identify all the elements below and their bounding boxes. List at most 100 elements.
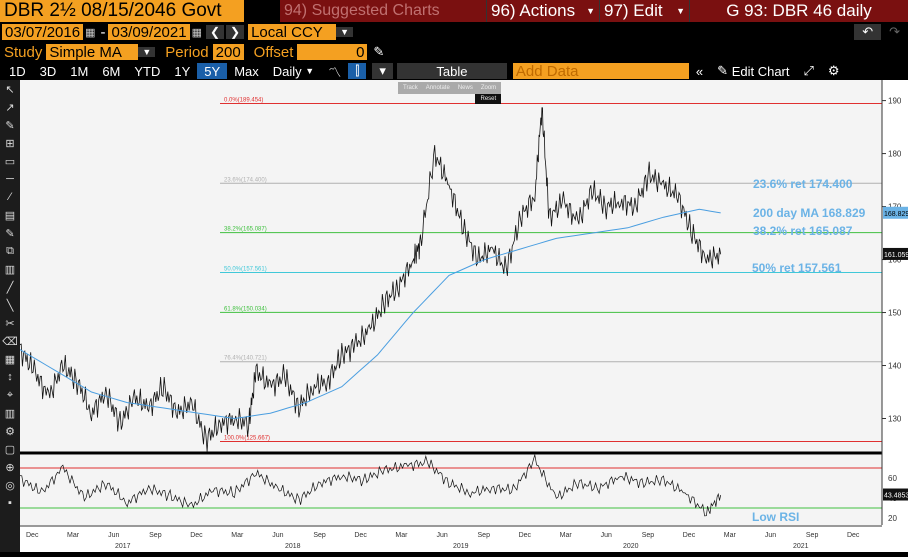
study-bar: Study Simple MA ▼ Period 200 Offset 0 ✎ (0, 42, 908, 62)
currency-select[interactable]: Local CCY (248, 24, 337, 41)
header-bar: DBR 2½ 08/15/2046 Govt 94) Suggested Cha… (0, 0, 908, 22)
period-button-1m[interactable]: 1M (70, 63, 89, 79)
mini-tool-track[interactable]: Track (403, 85, 418, 91)
period-input[interactable]: 200 (212, 44, 244, 61)
period-buttons: 1D 3D 1M 6M YTD 1Y 5Y Max (2, 63, 266, 79)
price-tick-label: 160 (888, 256, 902, 265)
line-chart-icon[interactable]: 〽 (328, 64, 342, 80)
chart-area[interactable]: 0.0%(189.454) 23.6%(174.400) 38.2%(165.087… (0, 80, 908, 552)
study-select[interactable]: Simple MA (46, 44, 139, 61)
draw-tool-icon[interactable]: ╱ (6, 281, 14, 294)
draw-tool-icon[interactable]: ✎ (5, 119, 15, 132)
period-button-ytd[interactable]: YTD (134, 63, 161, 79)
calendar-icon[interactable]: ▦ (85, 26, 96, 39)
period-button-3d[interactable]: 3D (39, 63, 57, 79)
draw-tool-icon[interactable]: ⊞ (5, 137, 15, 150)
period-button-5y[interactable]: 5Y (197, 63, 228, 79)
annotation-label: 38.2% ret 165.087 (753, 224, 853, 238)
chart-svg[interactable]: 0.0%(189.454) 23.6%(174.400) 38.2%(165.087… (0, 80, 908, 552)
annotation-label: Low RSI (752, 510, 799, 524)
end-date-input[interactable]: 03/09/2021 (108, 24, 190, 41)
toolbar: 1D 3D 1M 6M YTD 1Y 5Y Max Daily ▼ 〽 ⫿ ▾ Table A… (0, 62, 908, 80)
price-tick-label: 130 (888, 415, 902, 424)
collapse-icon[interactable]: « (695, 63, 704, 79)
draw-tool-icon[interactable]: ↕ (7, 371, 13, 383)
security-field[interactable]: DBR 2½ 08/15/2046 Govt (0, 0, 244, 22)
x-month-label: Jun (272, 532, 283, 539)
period-button-1d[interactable]: 1D (9, 63, 26, 79)
price-tick-label: 190 (888, 97, 902, 106)
draw-tool-icon[interactable]: ⊕ (5, 461, 15, 474)
undo-icon[interactable]: ↶ (854, 24, 882, 40)
draw-tool-icon[interactable]: ▤ (4, 209, 16, 222)
x-month-label: Sep (313, 532, 326, 539)
price-tick-label: 180 (888, 150, 902, 159)
period-label: Period (165, 43, 209, 61)
caret-down-icon: ▼ (305, 66, 315, 76)
chart-type-dropdown-icon[interactable]: ▾ (372, 63, 393, 79)
expand-icon[interactable]: ⤢ (803, 63, 814, 78)
draw-tool-icon[interactable]: ▢ (4, 443, 16, 456)
reset-button[interactable]: Reset (475, 94, 502, 104)
period-button-1y[interactable]: 1Y (174, 63, 191, 79)
period-button-6m[interactable]: 6M (102, 63, 121, 79)
draw-tool-icon[interactable]: ⁄ (9, 191, 11, 203)
ma-value-label-bg (883, 206, 908, 219)
draw-tool-icon[interactable]: ⚙ (5, 425, 15, 438)
redo-icon[interactable]: ↷ (889, 24, 900, 39)
draw-tool-icon[interactable]: ⧉ (6, 244, 14, 257)
calendar-icon[interactable]: ▦ (191, 26, 202, 39)
x-month-label: Mar (724, 532, 737, 539)
draw-tool-icon[interactable]: ▭ (4, 155, 16, 168)
caret-down-icon[interactable]: ▼ (336, 27, 354, 37)
draw-tool-icon[interactable]: ▥ (4, 263, 16, 276)
draw-tool-icon[interactable]: ✂ (5, 317, 15, 330)
pencil-icon[interactable]: ✎ (373, 44, 385, 59)
edit-menu[interactable]: 97) Edit ▼ (599, 0, 689, 22)
draw-tool-icon[interactable]: ⌫ (2, 335, 18, 348)
fib-level-label: 23.6%(174.400) (224, 177, 267, 183)
candle-chart-icon[interactable]: ⫿ (348, 63, 367, 79)
table-button[interactable]: Table (396, 63, 507, 79)
suggested-label: 94) Suggested Charts (284, 2, 440, 19)
edit-chart-button[interactable]: ✎ Edit Chart (717, 63, 790, 79)
x-month-label: Sep (642, 532, 655, 539)
offset-input[interactable]: 0 (297, 44, 368, 61)
start-date-input[interactable]: 03/07/2016 (2, 24, 84, 41)
fib-level-label: 76.4%(140.721) (224, 356, 267, 362)
draw-tool-icon[interactable]: ▪ (8, 497, 12, 509)
x-month-label: Mar (395, 532, 408, 539)
draw-tool-icon[interactable]: ↖ (5, 83, 15, 96)
edit-label: 97) Edit (604, 1, 663, 20)
gear-icon[interactable]: ⚙ (827, 63, 840, 78)
actions-menu[interactable]: 96) Actions ▼ (486, 0, 599, 22)
draw-tool-icon[interactable]: ✎ (5, 227, 15, 240)
next-arrow-icon[interactable]: ❯ (226, 25, 245, 39)
draw-tool-icon[interactable]: ↗ (5, 101, 15, 114)
frequency-select[interactable]: Daily ▼ (272, 63, 315, 79)
draw-tool-icon[interactable]: ◎ (5, 479, 15, 492)
x-month-label: Dec (683, 532, 696, 539)
prev-arrow-icon[interactable]: ❮ (205, 25, 225, 39)
x-month-label: Sep (478, 532, 491, 539)
moving-average-line (19, 208, 721, 420)
draw-tool-icon[interactable]: ─ (6, 173, 14, 185)
period-button-max[interactable]: Max (234, 63, 259, 79)
mini-tool-annotate[interactable]: Annotate (425, 85, 450, 91)
annotation-label: 23.6% ret 174.400 (753, 177, 853, 191)
draw-tool-icon[interactable]: ╲ (6, 299, 14, 312)
draw-tool-icon[interactable]: ▥ (4, 407, 16, 420)
ma-value-label: 168.829 (884, 211, 908, 218)
suggested-charts-button[interactable]: 94) Suggested Charts (280, 0, 486, 22)
caret-down-icon: ▼ (676, 6, 685, 16)
last-price-label-bg (883, 247, 908, 260)
rsi-panel-bg (20, 455, 882, 525)
draw-tool-icon[interactable]: ⌖ (6, 388, 14, 401)
caret-down-icon[interactable]: ▼ (138, 47, 156, 57)
draw-tool-icon[interactable]: ▦ (4, 353, 16, 366)
price-line (19, 107, 722, 452)
x-month-label: Mar (231, 532, 244, 539)
mini-tool-news[interactable]: News (457, 85, 473, 91)
add-data-input[interactable]: Add Data (512, 63, 689, 80)
mini-tool-zoom[interactable]: Zoom (480, 85, 497, 91)
